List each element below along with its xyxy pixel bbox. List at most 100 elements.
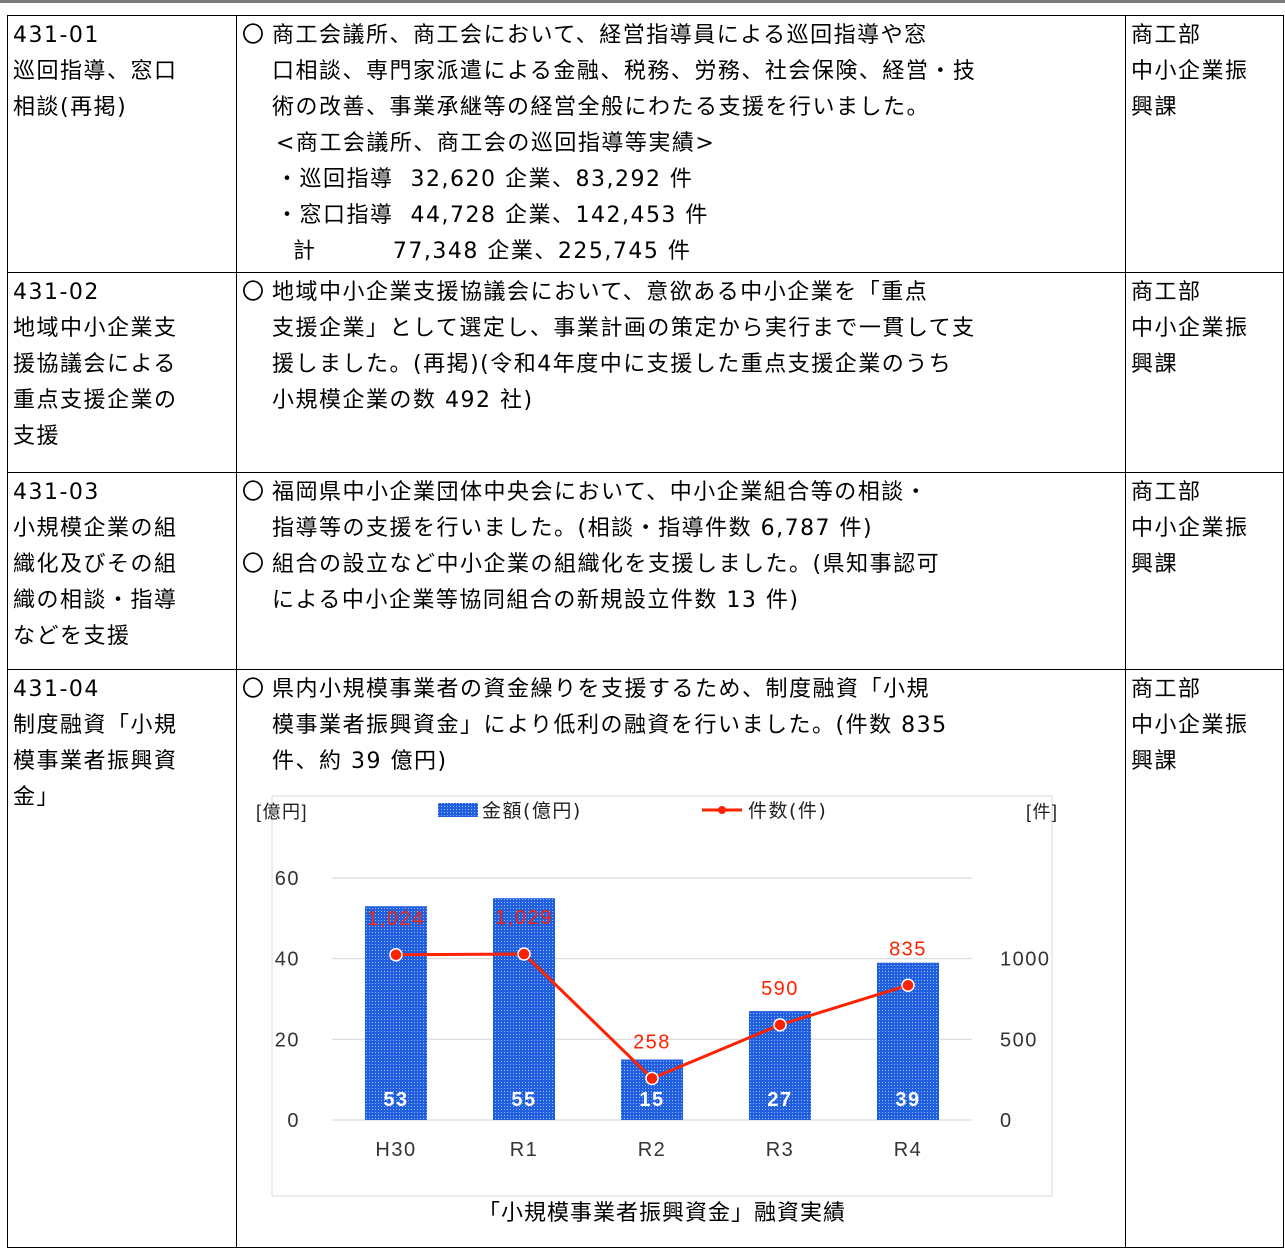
category-label: R1 xyxy=(510,1139,539,1161)
count-point xyxy=(389,948,403,962)
content-line: 件、約 39 億円) xyxy=(272,749,448,774)
measure-code: 431-04 xyxy=(13,677,100,702)
measure-code: 431-02 xyxy=(13,280,100,305)
content-paragraph: 〇組合の設立など中小企業の組織化を支援しました。(県知事認可 による中小企業等協… xyxy=(242,547,1120,619)
loan-results-chart: 53 55 15 27 39 1,024 1,029 258 590 835 0 20 40 60 0 5… xyxy=(242,790,1102,1230)
department-cell: 商工部 中小企業振 興課 xyxy=(1125,669,1284,1248)
content-paragraph: 〇地域中小企業支援協議会において、意欲ある中小企業を「重点 支援企業」として選定… xyxy=(242,275,1120,419)
category-label: R2 xyxy=(638,1139,667,1161)
content-line: 組合の設立など中小企業の組織化を支援しました。(県知事認可 xyxy=(272,552,941,577)
count-point xyxy=(901,978,915,993)
department-line: 興課 xyxy=(1131,552,1179,577)
circle-bullet: 〇 xyxy=(242,23,266,48)
content-line: 支援企業」として選定し、事業計画の策定から実行まで一貫して支 xyxy=(272,316,976,341)
department-line: 中小企業振 xyxy=(1131,316,1249,341)
bar-H30 xyxy=(365,906,427,1120)
table-row: 431-03 小規模企業の組 織化及びその組 織の相談・指導 などを支援 〇福岡… xyxy=(7,472,1284,670)
measure-title-line: 援協議会による xyxy=(13,352,177,377)
measure-title-line: 巡回指導、窓口 xyxy=(13,59,178,84)
right-axis-unit: [件] xyxy=(1026,802,1059,822)
bar-value-label: 27 xyxy=(767,1089,792,1111)
count-value-label: 1,024 xyxy=(367,908,425,930)
measure-title-line: 支援 xyxy=(13,424,61,449)
table-row: 431-04 制度融資「小規 模事業者振興資 金」 〇県内小規模事業者の資金繰り… xyxy=(7,669,1284,1248)
measure-title-line: 制度融資「小規 xyxy=(13,713,178,738)
measure-title-cell: 431-04 制度融資「小規 模事業者振興資 金」 xyxy=(7,669,237,1248)
left-tick-label: 60 xyxy=(275,868,300,890)
chart-title: 「小規模事業者振興資金」融資実績 xyxy=(478,1201,846,1226)
circle-bullet: 〇 xyxy=(242,280,266,305)
content-line: 模事業者振興資金」により低利の融資を行いました。(件数 835 xyxy=(272,713,948,738)
measure-title-line: 織の相談・指導 xyxy=(13,588,178,613)
legend-bar-label: 金額(億円) xyxy=(482,800,582,822)
table-row: 431-01 巡回指導、窓口 相談(再掲) 〇商工会議所、商工会において、経営指… xyxy=(7,15,1284,273)
department-line: 商工部 xyxy=(1131,23,1202,48)
department-line: 中小企業振 xyxy=(1131,713,1249,738)
content-paragraph: 〇福岡県中小企業団体中央会において、中小企業組合等の相談・ 指導等の支援を行いま… xyxy=(242,475,1120,547)
right-tick-label: 1000 xyxy=(1000,949,1051,971)
category-label: R3 xyxy=(766,1139,795,1161)
measure-code: 431-03 xyxy=(13,480,100,505)
count-value-label: 590 xyxy=(761,978,799,1000)
measure-title-cell: 431-03 小規模企業の組 織化及びその組 織の相談・指導 などを支援 xyxy=(7,472,237,670)
result-line: ・巡回指導 32,620 企業、83,292 件 xyxy=(276,167,694,192)
measure-title-line: 地域中小企業支 xyxy=(13,316,178,341)
measure-title-cell: 431-01 巡回指導、窓口 相談(再掲) xyxy=(7,15,237,273)
left-axis-unit: [億円] xyxy=(256,802,308,822)
table-row: 431-02 地域中小企業支 援協議会による 重点支援企業の 支援 〇地域中小企… xyxy=(7,272,1284,473)
content-line: 地域中小企業支援協議会において、意欲ある中小企業を「重点 xyxy=(272,280,929,305)
content-paragraph: 〇商工会議所、商工会において、経営指導員による巡回指導や窓 口相談、専門家派遣に… xyxy=(242,18,1120,126)
chart-svg: 53 55 15 27 39 1,024 1,029 258 590 835 0 20 40 60 0 5… xyxy=(256,795,1059,1226)
content-line: 福岡県中小企業団体中央会において、中小企業組合等の相談・ xyxy=(272,480,929,505)
right-tick-label: 0 xyxy=(1000,1110,1013,1132)
measure-code: 431-01 xyxy=(13,23,100,48)
measure-title-line: 金」 xyxy=(13,785,61,810)
right-tick-label: 500 xyxy=(1000,1029,1038,1051)
measures-table: 431-01 巡回指導、窓口 相談(再掲) 〇商工会議所、商工会において、経営指… xyxy=(7,15,1284,1248)
content-line: 商工会議所、商工会において、経営指導員による巡回指導や窓 xyxy=(272,23,928,48)
legend-bar-swatch xyxy=(438,803,478,817)
department-cell: 商工部 中小企業振 興課 xyxy=(1125,15,1284,273)
measure-title-line: 重点支援企業の xyxy=(13,388,178,413)
department-line: 興課 xyxy=(1131,749,1179,774)
content-line: による中小企業等協同組合の新規設立件数 13 件) xyxy=(272,588,800,613)
count-point xyxy=(773,1018,787,1032)
measure-title-line: 小規模企業の組 xyxy=(13,516,178,541)
content-line: 術の改善、事業承継等の経営全般にわたる支援を行いました。 xyxy=(272,95,931,120)
department-line: 興課 xyxy=(1131,352,1179,377)
result-heading: <商工会議所、商工会の巡回指導等実績> xyxy=(276,131,716,156)
department-line: 中小企業振 xyxy=(1131,516,1249,541)
result-total-line: 計 77,348 企業、225,745 件 xyxy=(276,239,692,264)
count-value-label: 258 xyxy=(633,1031,671,1053)
left-tick-label: 20 xyxy=(275,1029,300,1051)
content-paragraph: 〇県内小規模事業者の資金繰りを支援するため、制度融資「小規 模事業者振興資金」に… xyxy=(242,672,1120,780)
content-line: 援しました。(再掲)(令和4年度中に支援した重点支援企業のうち xyxy=(272,352,953,377)
left-tick-label: 0 xyxy=(287,1110,300,1132)
circle-bullet: 〇 xyxy=(242,480,266,505)
measure-title-cell: 431-02 地域中小企業支 援協議会による 重点支援企業の 支援 xyxy=(7,272,237,473)
content-line: 県内小規模事業者の資金繰りを支援するため、制度融資「小規 xyxy=(272,677,931,702)
top-rule xyxy=(0,0,1285,3)
measure-title-line: などを支援 xyxy=(13,624,131,649)
content-line: 口相談、専門家派遣による金融、税務、労務、社会保険、経営・技 xyxy=(272,59,977,84)
measure-content-cell: 〇地域中小企業支援協議会において、意欲ある中小企業を「重点 支援企業」として選定… xyxy=(236,272,1126,473)
department-cell: 商工部 中小企業振 興課 xyxy=(1125,272,1284,473)
department-line: 商工部 xyxy=(1131,280,1202,305)
measure-content-cell: 〇福岡県中小企業団体中央会において、中小企業組合等の相談・ 指導等の支援を行いま… xyxy=(236,472,1126,670)
category-label: R4 xyxy=(894,1139,923,1161)
legend-line-marker xyxy=(718,806,726,814)
department-line: 商工部 xyxy=(1131,480,1202,505)
content-line: 指導等の支援を行いました。(相談・指導件数 6,787 件) xyxy=(272,516,874,541)
result-line: ・窓口指導 44,728 企業、142,453 件 xyxy=(276,203,709,228)
measure-title-line: 織化及びその組 xyxy=(13,552,178,577)
count-value-label: 1,029 xyxy=(495,907,553,929)
left-tick-label: 40 xyxy=(275,949,300,971)
department-line: 中小企業振 xyxy=(1131,59,1249,84)
content-line: 小規模企業の数 492 社) xyxy=(272,388,534,413)
bar-value-label: 53 xyxy=(383,1089,408,1111)
department-line: 商工部 xyxy=(1131,677,1202,702)
measure-title-line: 模事業者振興資 xyxy=(13,749,178,774)
measure-content-cell: 〇県内小規模事業者の資金繰りを支援するため、制度融資「小規 模事業者振興資金」に… xyxy=(236,669,1126,1248)
bar-value-label: 39 xyxy=(895,1089,920,1111)
legend-line-label: 件数(件) xyxy=(748,800,827,822)
